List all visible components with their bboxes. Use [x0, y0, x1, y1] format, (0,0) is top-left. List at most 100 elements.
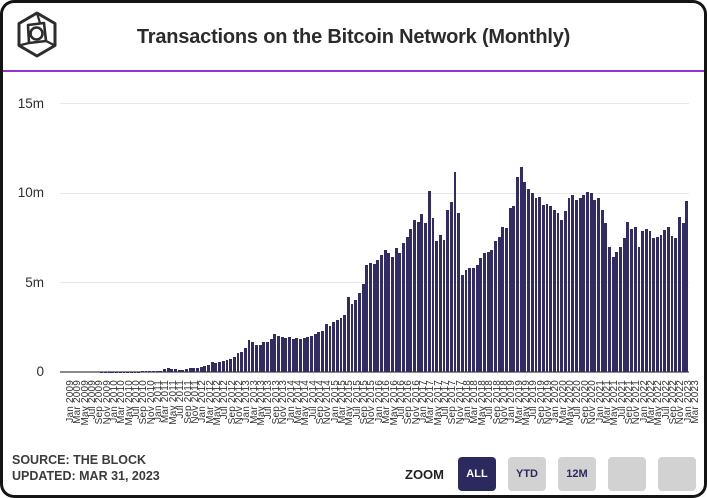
bar[interactable] — [251, 342, 255, 372]
bar[interactable] — [604, 223, 608, 372]
bar[interactable] — [232, 357, 236, 372]
bar[interactable] — [324, 323, 328, 372]
bar[interactable] — [490, 250, 494, 372]
bar[interactable] — [321, 330, 325, 372]
bar[interactable] — [516, 176, 519, 372]
bar[interactable] — [218, 361, 222, 372]
bar[interactable] — [420, 213, 424, 372]
bar[interactable] — [243, 347, 247, 372]
bar[interactable] — [424, 223, 428, 372]
bar[interactable] — [659, 235, 663, 372]
bar[interactable] — [221, 361, 225, 372]
bar[interactable] — [203, 366, 207, 372]
bar[interactable] — [398, 252, 402, 372]
bar[interactable] — [571, 194, 575, 372]
bar[interactable] — [666, 227, 670, 372]
bar[interactable] — [151, 371, 155, 372]
bar[interactable] — [586, 192, 589, 372]
bar[interactable] — [332, 321, 336, 372]
bar[interactable] — [589, 193, 593, 372]
bar[interactable] — [530, 193, 534, 372]
bar[interactable] — [368, 262, 372, 372]
bar[interactable] — [674, 237, 678, 372]
bar[interactable] — [497, 236, 501, 372]
bar[interactable] — [670, 235, 674, 372]
bar[interactable] — [306, 337, 310, 372]
bar[interactable] — [258, 345, 262, 372]
bar[interactable] — [380, 254, 383, 372]
bar[interactable] — [192, 368, 196, 372]
bar[interactable] — [339, 318, 343, 372]
bar[interactable] — [288, 337, 291, 372]
bar[interactable] — [413, 219, 416, 372]
bar[interactable] — [174, 369, 177, 372]
bar[interactable] — [582, 194, 586, 372]
bar[interactable] — [376, 260, 380, 372]
bar[interactable] — [214, 363, 218, 372]
bar[interactable] — [538, 196, 542, 372]
zoom-extra-button-2[interactable] — [658, 457, 696, 491]
bar[interactable] — [545, 203, 549, 372]
bar[interactable] — [600, 210, 604, 372]
bar[interactable] — [505, 227, 508, 372]
bar[interactable] — [552, 210, 556, 372]
bar[interactable] — [468, 268, 472, 372]
bar[interactable] — [199, 366, 203, 372]
bar[interactable] — [365, 264, 369, 372]
bar[interactable] — [409, 228, 413, 372]
bar[interactable] — [442, 239, 446, 372]
bar[interactable] — [277, 336, 280, 372]
bar[interactable] — [181, 369, 185, 372]
bar[interactable] — [207, 365, 210, 372]
bar[interactable] — [449, 201, 453, 372]
bar[interactable] — [475, 264, 479, 372]
bar[interactable] — [541, 204, 545, 372]
bar[interactable] — [626, 221, 630, 372]
bar[interactable] — [574, 200, 578, 372]
bar[interactable] — [597, 198, 600, 372]
bar[interactable] — [383, 250, 387, 372]
bar[interactable] — [166, 368, 170, 372]
bar[interactable] — [313, 334, 317, 372]
bar[interactable] — [372, 263, 376, 372]
bar[interactable] — [159, 370, 163, 372]
bar[interactable] — [523, 182, 527, 372]
bar[interactable] — [262, 342, 266, 372]
bar[interactable] — [483, 252, 486, 372]
zoom-all-button[interactable]: ALL — [458, 457, 496, 491]
bar[interactable] — [479, 258, 483, 372]
bar[interactable] — [284, 337, 288, 372]
bar[interactable] — [343, 314, 347, 372]
bar[interactable] — [633, 227, 637, 372]
bar[interactable] — [527, 188, 531, 372]
bar[interactable] — [291, 338, 295, 372]
bar[interactable] — [655, 236, 659, 372]
bar[interactable] — [357, 293, 361, 372]
bar[interactable] — [280, 337, 284, 372]
bar[interactable] — [269, 338, 273, 372]
bar[interactable] — [578, 198, 582, 372]
bar[interactable] — [563, 210, 567, 372]
bar[interactable] — [608, 246, 611, 372]
zoom-ytd-button[interactable]: YTD — [508, 457, 546, 491]
bar[interactable] — [350, 303, 354, 372]
bar[interactable] — [508, 208, 512, 372]
bar[interactable] — [534, 198, 538, 372]
bar[interactable] — [453, 172, 457, 372]
bar[interactable] — [637, 246, 641, 372]
bar[interactable] — [273, 334, 277, 372]
bar[interactable] — [346, 296, 350, 372]
bar[interactable] — [391, 256, 394, 372]
bar[interactable] — [361, 284, 365, 372]
bar[interactable] — [471, 268, 475, 372]
bar[interactable] — [310, 336, 313, 372]
bar[interactable] — [648, 231, 652, 372]
bar[interactable] — [328, 326, 332, 372]
bar[interactable] — [460, 275, 464, 372]
bar[interactable] — [236, 353, 240, 372]
bar[interactable] — [148, 371, 152, 372]
bar[interactable] — [254, 345, 258, 372]
bar[interactable] — [229, 359, 233, 372]
bar[interactable] — [567, 198, 571, 372]
bar[interactable] — [295, 337, 299, 372]
